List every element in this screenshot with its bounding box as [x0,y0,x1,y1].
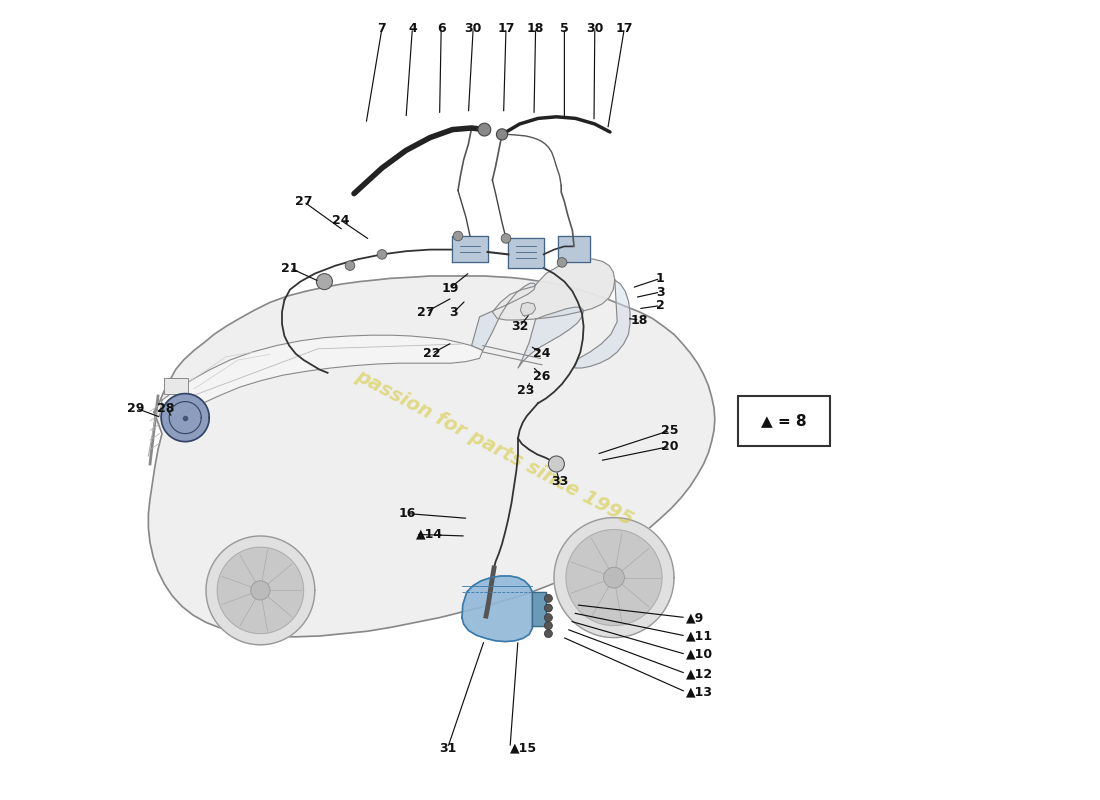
Polygon shape [162,394,209,442]
Polygon shape [472,283,536,350]
Polygon shape [452,236,487,262]
Circle shape [251,581,270,600]
Circle shape [544,622,552,630]
Circle shape [377,250,387,259]
Circle shape [496,129,507,140]
Text: 30: 30 [586,22,604,34]
Polygon shape [518,307,584,368]
Text: 20: 20 [661,440,679,453]
Polygon shape [558,236,590,262]
Text: 32: 32 [510,320,528,333]
Text: ▲ = 8: ▲ = 8 [761,414,806,428]
Text: 5: 5 [560,22,569,34]
Text: 4: 4 [408,22,417,34]
Polygon shape [160,335,483,424]
Text: 1: 1 [656,272,664,285]
Circle shape [549,456,564,472]
Polygon shape [206,536,315,645]
Text: 27: 27 [417,306,434,318]
Text: ▲9: ▲9 [686,611,704,624]
FancyBboxPatch shape [738,396,830,446]
Text: 25: 25 [661,424,679,437]
Text: 18: 18 [527,22,544,34]
Text: 7: 7 [377,22,386,34]
Text: 22: 22 [422,347,440,360]
Text: 27: 27 [295,195,312,208]
Text: 19: 19 [441,282,459,294]
Circle shape [345,261,355,270]
Polygon shape [566,530,662,626]
Polygon shape [532,592,546,626]
Text: 17: 17 [616,22,634,34]
Text: ▲15: ▲15 [510,742,537,754]
Circle shape [502,234,510,243]
Text: passion for parts since 1995: passion for parts since 1995 [352,366,636,530]
Text: 29: 29 [126,402,144,414]
Text: 24: 24 [332,214,349,226]
Text: 3: 3 [656,286,664,298]
Polygon shape [217,547,304,634]
Text: ▲13: ▲13 [686,686,713,698]
Text: 18: 18 [631,314,648,326]
Polygon shape [148,276,715,637]
Circle shape [453,231,463,241]
Circle shape [544,614,552,622]
Text: 16: 16 [399,507,416,520]
Circle shape [317,274,332,290]
Text: 23: 23 [517,384,535,397]
Text: 28: 28 [157,402,175,414]
Polygon shape [493,258,615,320]
Text: ▲11: ▲11 [686,630,713,642]
Polygon shape [462,576,532,642]
Text: 31: 31 [439,742,456,754]
Circle shape [604,567,625,588]
Text: 30: 30 [464,22,482,34]
Text: 17: 17 [497,22,515,34]
Circle shape [544,604,552,612]
Text: ▲12: ▲12 [686,667,713,680]
Text: 3: 3 [450,306,459,318]
Polygon shape [554,518,674,638]
Text: 33: 33 [551,475,569,488]
Polygon shape [508,238,543,268]
Polygon shape [575,280,630,368]
Circle shape [544,630,552,638]
Bar [164,378,188,394]
Text: 24: 24 [534,347,551,360]
Polygon shape [520,302,536,316]
Circle shape [558,258,566,267]
Circle shape [478,123,491,136]
Text: 26: 26 [534,370,551,382]
Text: 6: 6 [437,22,446,34]
Text: 2: 2 [656,299,664,312]
Circle shape [544,594,552,602]
Text: ▲10: ▲10 [686,648,713,661]
Text: ▲14: ▲14 [416,528,442,541]
Text: 21: 21 [282,262,299,274]
